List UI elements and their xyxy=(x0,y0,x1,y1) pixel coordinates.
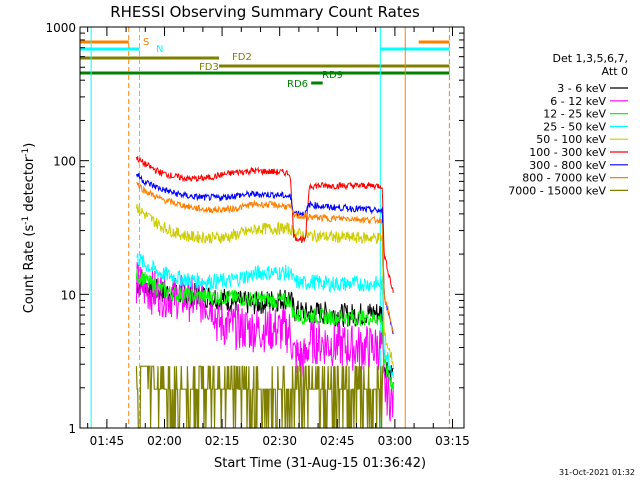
flag-label-rd9: RD9 xyxy=(322,70,343,81)
y-axis-label-part: Count Rate (s xyxy=(22,225,37,314)
y-axis-label-part: ) xyxy=(22,143,37,148)
legend-label: 25 - 50 keV xyxy=(543,120,606,133)
series-25-50keV xyxy=(136,253,394,379)
x-tick-label: 01:45 xyxy=(90,434,125,448)
series-line-3 xyxy=(136,253,394,379)
series-300-800keV xyxy=(135,172,394,335)
legend-label: 300 - 800 keV xyxy=(529,159,606,172)
legend-label: 800 - 7000 keV xyxy=(522,172,606,185)
x-tick-label: 02:30 xyxy=(262,434,297,448)
series-800-7000keV xyxy=(136,181,394,334)
y-axis-label-sup: -1 xyxy=(21,148,31,157)
series-layer xyxy=(135,156,394,429)
flag-label-fd2: FD2 xyxy=(232,52,252,63)
legend-label: 100 - 300 keV xyxy=(529,146,606,159)
x-tick-label: 03:00 xyxy=(378,434,413,448)
x-axis-label: Start Time (31-Aug-15 01:36:42) xyxy=(214,456,426,471)
date-stamp: 31-Oct-2021 01:32 xyxy=(559,468,635,477)
series-line-7 xyxy=(136,181,394,334)
x-tick-label: 02:15 xyxy=(205,434,240,448)
legend-label: 50 - 100 keV xyxy=(536,133,606,146)
series-line-5 xyxy=(135,156,394,293)
series-50-100keV xyxy=(135,203,394,368)
observing-flags-layer: SN FD2 FD3 RD9 RD6 xyxy=(80,37,450,90)
y-axis-label: Count Rate (s-1 detector-1) xyxy=(21,143,37,314)
flag-label-rd6: RD6 xyxy=(287,79,308,90)
y-axis-label-sup: -1 xyxy=(21,216,31,225)
plot-frame xyxy=(79,26,465,429)
series-100-300keV xyxy=(135,156,394,293)
series-line-8 xyxy=(135,365,385,429)
legend-title-attenuator: Att 0 xyxy=(602,65,628,78)
vertical-markers-layer xyxy=(90,27,450,428)
axes-layer: 1 10 100 1000 01:45 02:00 02:15 02:30 02:45 03:00… xyxy=(45,21,469,448)
flag-label-fd3: FD3 xyxy=(199,62,219,73)
y-tick-label: 1000 xyxy=(45,21,76,35)
series-line-2 xyxy=(135,268,394,390)
x-tick-label: 03:15 xyxy=(435,434,470,448)
flag-label-n: N xyxy=(156,44,163,55)
y-axis-label-part: detector xyxy=(22,156,37,216)
series-line-4 xyxy=(135,203,394,368)
y-tick-label: 1 xyxy=(68,422,76,436)
legend-label: 7000 - 15000 keV xyxy=(508,184,606,197)
flag-label-s: S xyxy=(143,37,149,48)
y-tick-label: 10 xyxy=(61,288,76,302)
legend-title-detectors: Det 1,3,5,6,7, xyxy=(552,52,628,65)
series-12-25keV xyxy=(135,268,394,390)
x-tick-label: 02:00 xyxy=(147,434,182,448)
legend-label: 12 - 25 keV xyxy=(543,108,606,121)
x-tick-label: 02:45 xyxy=(320,434,355,448)
y-tick-label: 100 xyxy=(53,155,76,169)
series-7000-15000keV xyxy=(135,365,385,429)
series-6-12keV xyxy=(135,262,394,422)
series-line-6 xyxy=(135,172,394,335)
legend-label: 3 - 6 keV xyxy=(557,82,606,95)
legend-label: 6 - 12 keV xyxy=(550,95,606,108)
series-line-1 xyxy=(135,262,394,422)
chart-title: RHESSI Observing Summary Count Rates xyxy=(110,3,420,21)
